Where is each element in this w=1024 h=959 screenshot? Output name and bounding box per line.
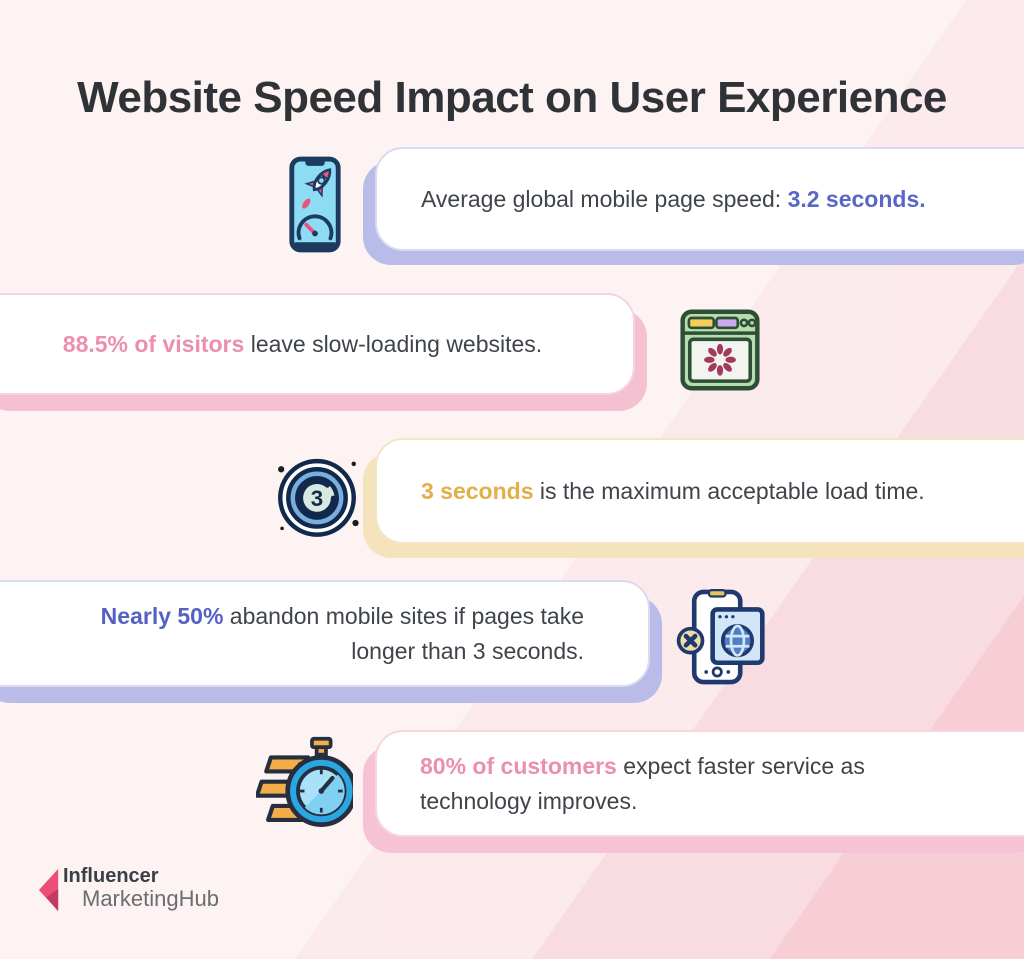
stat-suffix: expect faster service as technology impr… — [420, 753, 865, 814]
stat-highlight: 3 seconds — [421, 477, 534, 504]
brand-name-top: Influencer — [63, 865, 159, 887]
brand-name-bottom: MarketingHub — [82, 886, 219, 911]
stat-text-max-load-time: 3 seconds is the maximum acceptable load… — [421, 474, 925, 509]
phone-globe-icon — [674, 588, 766, 690]
stat-suffix: is the maximum acceptable load time. — [533, 477, 925, 504]
brand-logo: Influencer MarketingHub — [38, 866, 219, 914]
stat-highlight: Nearly 50% — [100, 603, 224, 629]
stat-card-abandon-mobile: Nearly 50% abandon mobile sites if pages… — [0, 580, 650, 687]
timer-icon: 3 — [274, 451, 360, 548]
stat-suffix: abandon mobile sites if pages take longe… — [223, 603, 584, 664]
stat-text-abandon-mobile: Nearly 50% abandon mobile sites if pages… — [39, 599, 584, 668]
stat-highlight: 80% of customers — [420, 753, 617, 779]
stat-highlight: 3.2 seconds. — [787, 185, 926, 212]
browser-loading-icon — [680, 308, 760, 397]
stat-suffix: leave slow-loading websites. — [244, 330, 543, 357]
stat-card-visitors-leave: 88.5% of visitors leave slow-loading web… — [0, 293, 635, 395]
page-title: Website Speed Impact on User Experience — [77, 73, 947, 123]
phone-rocket-icon — [286, 156, 344, 258]
stat-highlight: 88.5% of visitors — [62, 330, 245, 357]
stat-prefix: Average global mobile page speed: — [421, 185, 788, 212]
stat-text-expect-faster: 80% of customers expect faster service a… — [420, 749, 905, 818]
stat-text-visitors-leave: 88.5% of visitors leave slow-loading web… — [63, 327, 542, 362]
stat-card-max-load-time: 3 seconds is the maximum acceptable load… — [375, 438, 1024, 544]
stat-card-expect-faster: 80% of customers expect faster service a… — [375, 730, 1024, 837]
stat-card-average-speed: Average global mobile page speed: 3.2 se… — [375, 147, 1024, 251]
brand-arrow-icon — [38, 868, 59, 912]
stat-text-average-speed: Average global mobile page speed: 3.2 se… — [421, 182, 926, 217]
brand-logo-text: Influencer MarketingHub — [63, 865, 219, 911]
svg-text:3: 3 — [311, 486, 323, 511]
stopwatch-icon — [254, 735, 358, 839]
